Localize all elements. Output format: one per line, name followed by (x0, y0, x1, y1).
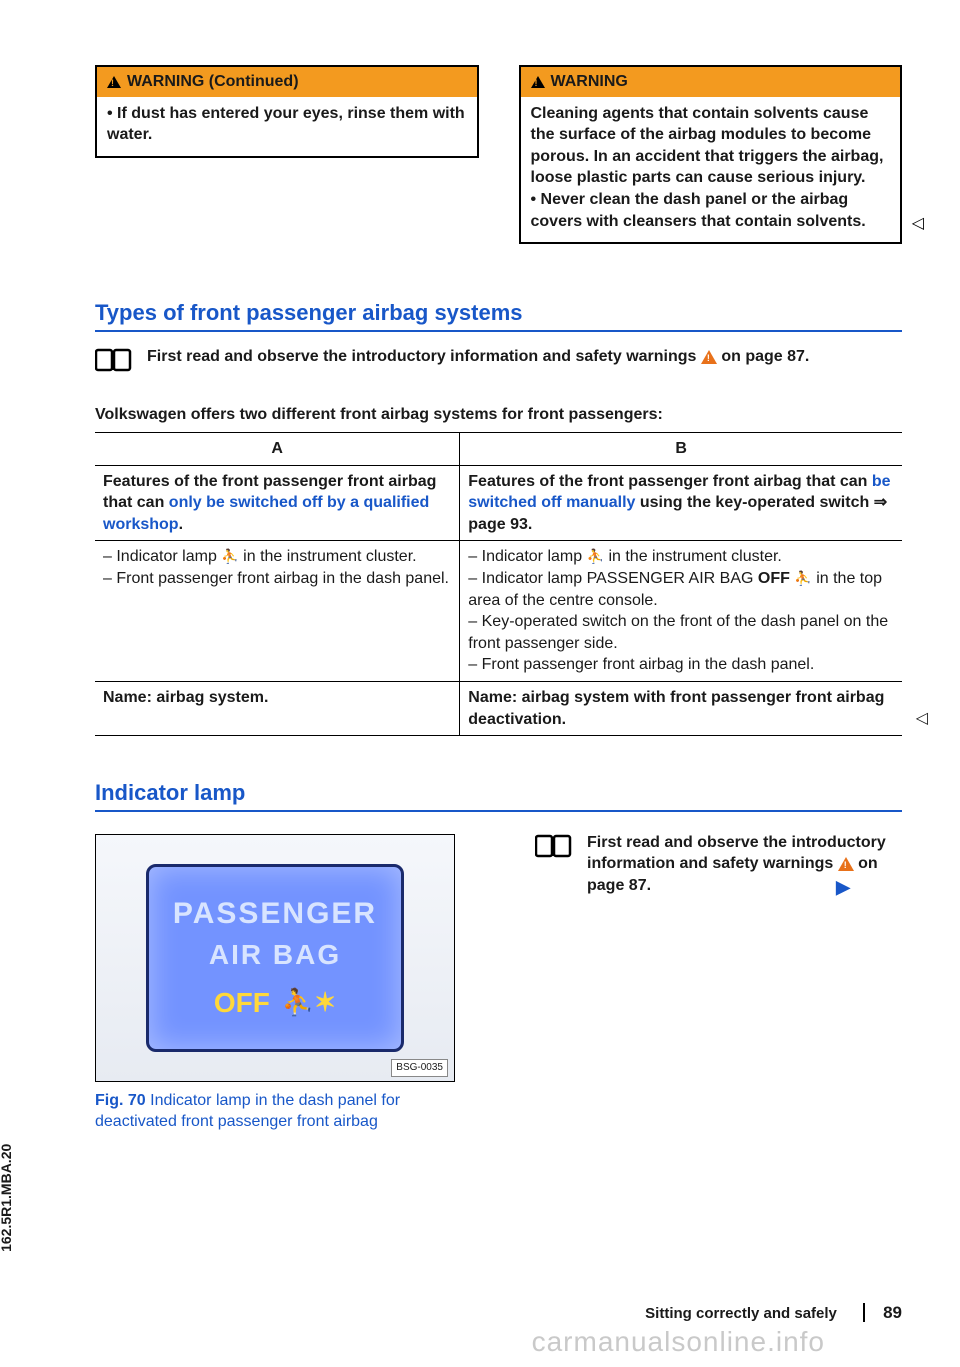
book-icon (95, 346, 133, 379)
cell-name-a: Name: airbag system. (95, 681, 460, 735)
warning-triangle-orange-icon (701, 350, 717, 364)
table-row: Name: airbag system. Name: airbag system… (95, 681, 902, 735)
continue-arrow-icon: ▶ (836, 875, 850, 899)
figure-id: BSG-0035 (391, 1059, 448, 1077)
lamp-line3: OFF ⛹✶ (214, 984, 336, 1022)
warning-right-bullet: Never clean the dash panel or the airbag… (531, 189, 891, 232)
intro-types-text: First read and observe the introductory … (147, 346, 809, 368)
col-b-header: B (460, 433, 902, 466)
fig-num: Fig. 70 (95, 1092, 146, 1109)
r2b-l2-pre: – Indicator lamp PASSENGER AIR BAG (468, 570, 758, 587)
warning-triangle-orange-icon (838, 857, 854, 871)
warning-body-left: If dust has entered your eyes, rinse the… (97, 97, 477, 156)
passenger-airbag-off-lamp: PASSENGER AIR BAG OFF ⛹✶ (146, 864, 404, 1052)
book-icon (535, 832, 573, 865)
figure-70: PASSENGER AIR BAG OFF ⛹✶ BSG-0035 (95, 834, 455, 1082)
warning-right-col: WARNING Cleaning agents that contain sol… (519, 65, 903, 256)
table-header-row: A B (95, 433, 902, 466)
airbag-person-icon: ⛹ (587, 548, 604, 564)
warning-triangle-icon (107, 76, 121, 88)
off-text: OFF (758, 570, 790, 587)
r1a-post: . (179, 516, 183, 533)
intro-types-pre: First read and observe the introductory … (147, 348, 701, 365)
r2a-l2: – Front passenger front airbag in the da… (103, 568, 451, 590)
col-a-header: A (95, 433, 460, 466)
lamp-off-text: OFF (214, 984, 270, 1022)
intro-types-tail: on page 87. (717, 348, 809, 365)
intro-types: First read and observe the introductory … (95, 346, 902, 379)
warning-header-right: WARNING (521, 67, 901, 97)
intro-indicator: First read and observe the introductory … (535, 832, 902, 897)
table-intro: Volkswagen offers two different front ai… (95, 404, 902, 426)
figure-col: PASSENGER AIR BAG OFF ⛹✶ BSG-0035 Fig. 7… (95, 826, 495, 1133)
cell-features-a: Features of the front passenger front ai… (95, 465, 460, 541)
warning-triangle-icon (531, 76, 545, 88)
airbag-person-icon: ⛹ (221, 548, 238, 564)
indicator-intro-col: First read and observe the introductory … (535, 826, 902, 1133)
warning-header-left-text: WARNING (Continued) (127, 71, 299, 93)
r2b-l4: – Front passenger front airbag in the da… (468, 654, 894, 676)
watermark: carmanualsonline.info (532, 1323, 825, 1361)
cell-list-a: – Indicator lamp ⛹ in the instrument clu… (95, 541, 460, 682)
cell-name-b: Name: airbag system with front passenger… (460, 681, 902, 735)
r2a-l1: – Indicator lamp (103, 548, 221, 565)
warning-box: WARNING Cleaning agents that contain sol… (519, 65, 903, 244)
warning-body-right: Cleaning agents that contain solvents ca… (521, 97, 901, 243)
intro-indicator-text: First read and observe the introductory … (587, 832, 902, 897)
warning-box-continued: WARNING (Continued) If dust has entered … (95, 65, 479, 158)
r2b-l1: – Indicator lamp (468, 548, 586, 565)
warning-left-bullet: If dust has entered your eyes, rinse the… (107, 103, 467, 146)
section-end-arrow-icon: ◁ (916, 708, 928, 730)
cell-list-b: – Indicator lamp ⛹ in the instrument clu… (460, 541, 902, 682)
table-row: Features of the front passenger front ai… (95, 465, 902, 541)
warning-header-left: WARNING (Continued) (97, 67, 477, 97)
section-end-arrow-icon: ◁ (912, 213, 924, 235)
spine-code: 162.5R1.MBA.20 (0, 1144, 16, 1252)
airbag-off-lamp-icon: ⛹✶ (282, 985, 336, 1020)
lamp-line2: AIR BAG (209, 936, 341, 974)
warning-header-right-text: WARNING (551, 71, 628, 93)
r2b-l3: – Key-operated switch on the front of th… (468, 611, 894, 654)
cell-features-b: Features of the front passenger front ai… (460, 465, 902, 541)
warnings-row: WARNING (Continued) If dust has entered … (95, 65, 902, 256)
r2b-l1-tail: in the instrument cluster. (604, 548, 782, 565)
r1b-pre: Features of the front passenger front ai… (468, 473, 872, 490)
heading-indicator: Indicator lamp (95, 778, 902, 812)
page-footer: Sitting correctly and safely 89 (645, 1302, 902, 1325)
heading-types: Types of front passenger airbag systems (95, 298, 902, 332)
warning-right-para: Cleaning agents that contain solvents ca… (531, 103, 891, 189)
lamp-line1: PASSENGER (173, 894, 377, 935)
airbag-types-table: A B Features of the front passenger fron… (95, 432, 902, 736)
footer-section: Sitting correctly and safely (645, 1305, 837, 1322)
figure-caption: Fig. 70 Indicator lamp in the dash panel… (95, 1090, 475, 1133)
indicator-row: PASSENGER AIR BAG OFF ⛹✶ BSG-0035 Fig. 7… (95, 826, 902, 1133)
table-row: – Indicator lamp ⛹ in the instrument clu… (95, 541, 902, 682)
r2a-l1-tail: in the instrument cluster. (239, 548, 417, 565)
airbag-off-icon: ⛹ (794, 570, 811, 586)
page-number: 89 (863, 1303, 902, 1322)
warning-left-col: WARNING (Continued) If dust has entered … (95, 65, 479, 256)
